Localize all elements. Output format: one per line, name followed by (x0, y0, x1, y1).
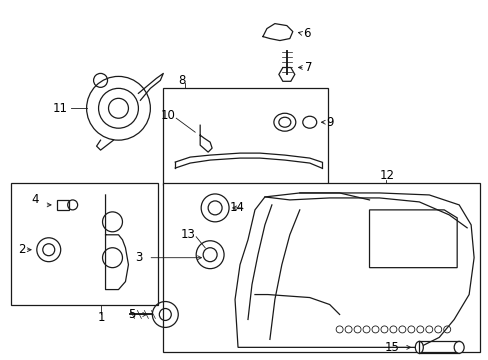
Text: 9: 9 (326, 116, 333, 129)
Text: 6: 6 (302, 27, 310, 40)
Text: 10: 10 (160, 109, 175, 122)
Ellipse shape (414, 341, 423, 353)
Bar (163, 88, 327, 185)
Text: 1: 1 (98, 311, 105, 324)
Bar (57, 200, 68, 210)
Ellipse shape (278, 117, 290, 127)
Text: 7: 7 (304, 61, 312, 74)
Text: 15: 15 (384, 341, 399, 354)
Ellipse shape (453, 341, 463, 353)
Bar (163, 183, 479, 352)
Text: 4: 4 (31, 193, 39, 206)
Bar (11, 183, 158, 305)
Text: 2: 2 (19, 243, 26, 256)
Ellipse shape (302, 116, 316, 128)
Text: 11: 11 (53, 102, 67, 115)
Text: 8: 8 (178, 74, 185, 87)
Ellipse shape (273, 113, 295, 131)
Text: 5: 5 (128, 308, 135, 321)
Text: 12: 12 (379, 168, 394, 181)
Text: 13: 13 (180, 228, 195, 241)
Text: 3: 3 (135, 251, 142, 264)
Text: 14: 14 (229, 201, 244, 215)
